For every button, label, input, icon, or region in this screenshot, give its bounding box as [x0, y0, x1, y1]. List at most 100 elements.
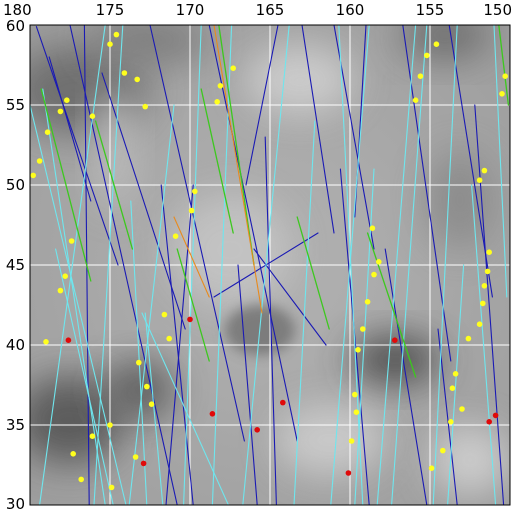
light-blue-tracks [30, 25, 508, 505]
yellow-marker [476, 321, 483, 328]
yellow-marker [352, 391, 358, 398]
lat-tick-label: 55 [6, 96, 25, 114]
red-markers [65, 316, 499, 476]
yellow-marker [57, 287, 64, 294]
yellow-marker [465, 335, 472, 342]
red-marker [140, 460, 147, 467]
track-dark-blue [301, 25, 335, 234]
yellow-marker [166, 335, 172, 342]
yellow-marker [217, 83, 224, 89]
track-light-blue [493, 25, 508, 298]
track-green [498, 25, 510, 106]
yellow-marker [348, 438, 355, 444]
red-marker [209, 411, 216, 417]
track-dark-blue [69, 25, 178, 505]
track-light-blue [39, 25, 106, 505]
track-light-blue [93, 25, 124, 505]
yellow-marker [192, 188, 198, 195]
track-green [94, 120, 134, 250]
track-dark-blue [48, 56, 92, 202]
red-marker [65, 337, 72, 344]
track-light-blue [30, 104, 127, 505]
lat-tick-label: 60 [6, 17, 25, 35]
yellow-marker [161, 311, 168, 318]
lon-tick-label: 170 [176, 1, 205, 19]
green-tracks [40, 25, 510, 378]
yellow-marker [107, 41, 113, 47]
cloud-texture [30, 25, 510, 495]
yellow-marker [144, 383, 150, 390]
yellow-marker [30, 172, 36, 179]
track-light-blue [128, 104, 175, 505]
yellow-marker [89, 113, 96, 119]
track-light-blue [391, 25, 428, 505]
yellow-marker [134, 76, 140, 83]
yellow-marker [113, 31, 120, 38]
track-light-blue [130, 200, 148, 505]
track-light-blue [183, 25, 202, 505]
yellow-marker [499, 91, 505, 97]
lat-tick-label: 50 [6, 176, 25, 194]
lon-tick-label: 150 [483, 1, 512, 19]
track-green [218, 25, 255, 266]
yellow-marker [57, 108, 64, 115]
red-marker [345, 470, 352, 476]
yellow-marker [68, 238, 75, 244]
lat-lon-grid [30, 25, 510, 505]
yellow-marker [424, 52, 430, 59]
yellow-marker [459, 406, 465, 412]
yellow-marker [449, 385, 456, 392]
track-light-blue [55, 248, 114, 505]
yellow-marker [230, 65, 236, 71]
track-dark-blue [165, 184, 194, 505]
yellow-marker [89, 433, 96, 440]
track-green [366, 232, 417, 378]
red-marker [187, 316, 193, 323]
yellow-marker [440, 447, 446, 454]
track-dark-blue [245, 25, 279, 186]
lat-tick-label: 45 [6, 256, 25, 274]
lon-tick-label: 160 [336, 1, 365, 19]
map-border [29, 24, 511, 506]
lon-tick-label: 180 [3, 1, 32, 19]
yellow-marker [476, 177, 483, 183]
track-dark-blue [237, 264, 258, 505]
latitude-tick-labels: 60 55 50 45 40 35 30 [6, 17, 25, 513]
lat-tick-label: 40 [6, 336, 25, 354]
track-light-blue [293, 120, 316, 505]
yellow-marker [353, 409, 360, 416]
track-light-blue [471, 184, 497, 505]
yellow-marker [502, 73, 509, 79]
yellow-marker [36, 158, 43, 164]
red-marker [492, 412, 499, 419]
yellow-marker [452, 371, 459, 377]
track-dark-blue [208, 25, 298, 442]
lon-tick-label: 165 [256, 1, 285, 19]
track-light-blue [141, 312, 229, 505]
track-orange [173, 216, 210, 298]
track-light-blue [211, 25, 233, 505]
red-marker [486, 419, 493, 425]
yellow-marker [448, 419, 454, 425]
red-marker [280, 399, 286, 406]
track-light-blue [338, 25, 364, 505]
orange-tracks [173, 25, 263, 314]
track-dark-blue [35, 26, 119, 266]
track-light-blue [432, 25, 458, 505]
yellow-marker [484, 268, 491, 275]
red-marker [254, 427, 260, 433]
yellow-marker [132, 454, 139, 460]
yellow-marker [136, 359, 142, 366]
track-light-blue [376, 25, 417, 505]
track-green [176, 248, 210, 362]
track-dark-blue [149, 25, 245, 442]
yellow-marker [214, 99, 220, 105]
map-plot-area [30, 25, 510, 505]
track-dark-blue [474, 104, 505, 505]
yellow-marker [44, 129, 51, 135]
yellow-marker [364, 299, 371, 305]
yellow-marker [172, 233, 179, 239]
yellow-marker [355, 347, 361, 353]
yellow-marker [121, 70, 128, 76]
